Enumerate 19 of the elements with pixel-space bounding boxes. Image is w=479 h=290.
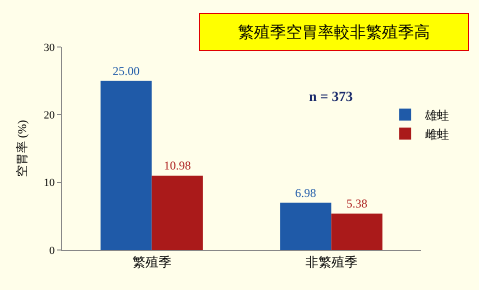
bar — [280, 202, 332, 250]
chart-title: 繁殖季空胃率較非繁殖季高 — [238, 24, 430, 42]
annotation: n = 373 — [309, 90, 353, 105]
data-label: 25.00 — [112, 64, 140, 78]
bar — [100, 80, 152, 250]
data-label: 6.98 — [295, 186, 316, 200]
data-label: 5.38 — [346, 196, 368, 211]
y-axis-title: 空胃率 (%) — [15, 120, 30, 177]
legend-label: 雌蛙 — [425, 127, 450, 142]
y-tick-label: 20 — [44, 110, 56, 122]
x-tick-label: 繁殖季 — [132, 254, 172, 270]
bar — [152, 176, 203, 250]
x-tick-label: 非繁殖季 — [305, 254, 358, 270]
bar — [331, 214, 382, 250]
y-tick-label: 30 — [44, 42, 56, 54]
data-label: 10.98 — [164, 158, 191, 173]
y-tick-label: 0 — [49, 244, 56, 257]
legend-label: 雄蛙 — [424, 108, 450, 122]
y-tick-label: 10 — [44, 177, 56, 190]
